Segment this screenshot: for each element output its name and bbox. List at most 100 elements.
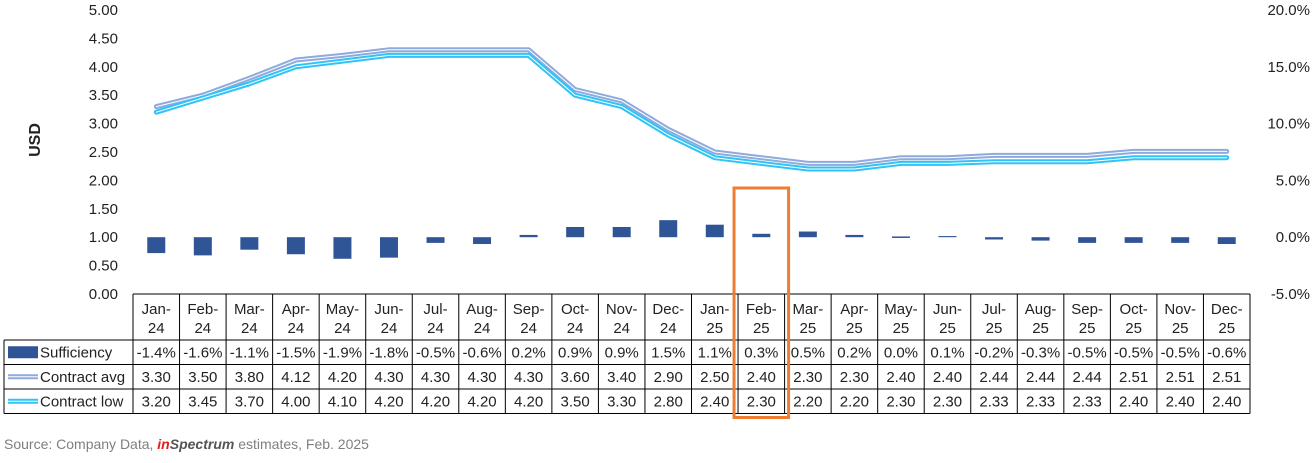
x-tick-label: Jun- bbox=[374, 301, 403, 318]
sufficiency-bar bbox=[938, 236, 957, 238]
table-value: 2.40 bbox=[886, 369, 915, 386]
sufficiency-bar bbox=[1217, 237, 1236, 245]
table-value: 0.1% bbox=[930, 344, 964, 361]
table-value: 2.33 bbox=[979, 393, 1008, 410]
table-value: 0.9% bbox=[605, 344, 639, 361]
table-value: 3.50 bbox=[561, 393, 590, 410]
y2-tick-label: 15.0% bbox=[1267, 59, 1310, 76]
x-tick-label: 24 bbox=[567, 320, 584, 337]
table-value: -0.6% bbox=[1207, 344, 1246, 361]
x-tick-label: Oct- bbox=[561, 301, 589, 318]
sufficiency-bar bbox=[659, 220, 678, 238]
table-value: -0.3% bbox=[1021, 344, 1060, 361]
table-value: -1.4% bbox=[137, 344, 176, 361]
sufficiency-bar bbox=[705, 224, 724, 238]
table-value: 2.40 bbox=[700, 393, 729, 410]
table-value: 2.50 bbox=[700, 369, 729, 386]
table-value: 2.20 bbox=[793, 393, 822, 410]
sufficiency-bar bbox=[1124, 237, 1143, 243]
x-tick-label: 24 bbox=[520, 320, 537, 337]
y-tick-label: 3.50 bbox=[89, 87, 118, 104]
x-tick-label: 25 bbox=[1172, 320, 1189, 337]
table-value: 2.30 bbox=[840, 369, 869, 386]
sufficiency-bar bbox=[1031, 237, 1050, 241]
table-value: 2.30 bbox=[793, 369, 822, 386]
table-value: 2.51 bbox=[1166, 369, 1195, 386]
table-value: 2.44 bbox=[979, 369, 1008, 386]
x-tick-label: 25 bbox=[893, 320, 910, 337]
x-tick-label: 24 bbox=[334, 320, 351, 337]
x-tick-label: Nov- bbox=[606, 301, 638, 318]
x-tick-label: 25 bbox=[939, 320, 956, 337]
table-value: 2.33 bbox=[1026, 393, 1055, 410]
table-value: 4.20 bbox=[374, 393, 403, 410]
table-value: 2.30 bbox=[747, 393, 776, 410]
x-tick-label: Oct- bbox=[1119, 301, 1147, 318]
x-tick-label: 25 bbox=[1032, 320, 1049, 337]
x-tick-label: 25 bbox=[1125, 320, 1142, 337]
sufficiency-bar bbox=[1078, 237, 1097, 243]
y-tick-label: 1.50 bbox=[89, 201, 118, 218]
x-tick-label: 24 bbox=[613, 320, 630, 337]
x-tick-label: Feb- bbox=[187, 301, 218, 318]
table-value: 3.50 bbox=[188, 369, 217, 386]
table-value: 4.20 bbox=[467, 393, 496, 410]
table-value: -0.5% bbox=[416, 344, 455, 361]
table-value: -0.5% bbox=[1161, 344, 1200, 361]
table-value: 4.30 bbox=[421, 369, 450, 386]
table-value: -1.5% bbox=[276, 344, 315, 361]
table-value: 4.12 bbox=[281, 369, 310, 386]
sufficiency-bar bbox=[891, 236, 910, 238]
highlight-box bbox=[732, 186, 791, 419]
x-tick-label: 25 bbox=[846, 320, 863, 337]
sufficiency-bar bbox=[147, 237, 166, 254]
table-value: 0.5% bbox=[791, 344, 825, 361]
table-value: -0.5% bbox=[1068, 344, 1107, 361]
table-value: -0.2% bbox=[974, 344, 1013, 361]
x-tick-label: Apr- bbox=[840, 301, 868, 318]
x-tick-label: 25 bbox=[1218, 320, 1235, 337]
table-value: -1.1% bbox=[230, 344, 269, 361]
y-tick-label: 2.00 bbox=[89, 172, 118, 189]
x-tick-label: 25 bbox=[1079, 320, 1096, 337]
table-value: 2.33 bbox=[1073, 393, 1102, 410]
table-value: 2.51 bbox=[1119, 369, 1148, 386]
brand-spectrum: Spectrum bbox=[169, 436, 235, 452]
table-value: 3.60 bbox=[561, 369, 590, 386]
y-tick-label: 0.50 bbox=[89, 258, 118, 275]
y-tick-label: 1.00 bbox=[89, 229, 118, 246]
sufficiency-bar bbox=[1171, 237, 1190, 243]
x-tick-label: Feb- bbox=[746, 301, 777, 318]
source-prefix: Source: Company Data, bbox=[4, 436, 158, 452]
table-value: 1.5% bbox=[651, 344, 685, 361]
table-value: -1.8% bbox=[369, 344, 408, 361]
x-tick-label: Dec- bbox=[1211, 301, 1243, 318]
y2-tick-label: 20.0% bbox=[1267, 2, 1310, 19]
table-value: 4.10 bbox=[328, 393, 357, 410]
x-tick-label: 24 bbox=[241, 320, 258, 337]
x-tick-label: Nov- bbox=[1164, 301, 1196, 318]
table-value: -1.6% bbox=[183, 344, 222, 361]
sufficiency-bar bbox=[473, 237, 492, 245]
table-value: 3.45 bbox=[188, 393, 217, 410]
sufficiency-bar bbox=[985, 237, 1004, 240]
table-value: 0.0% bbox=[884, 344, 918, 361]
y-tick-label: 3.00 bbox=[89, 116, 118, 133]
sufficiency-bar bbox=[612, 226, 631, 238]
sufficiency-bar bbox=[379, 237, 398, 258]
table-value: 3.70 bbox=[235, 393, 264, 410]
sufficiency-bar bbox=[519, 234, 538, 238]
x-tick-label: Jun- bbox=[933, 301, 962, 318]
x-tick-label: 25 bbox=[753, 320, 770, 337]
x-tick-label: May- bbox=[884, 301, 917, 318]
y-tick-label: 5.00 bbox=[89, 2, 118, 19]
table-value: 2.30 bbox=[933, 393, 962, 410]
table-value: 2.51 bbox=[1212, 369, 1241, 386]
x-tick-label: Apr- bbox=[282, 301, 310, 318]
table-value: 4.20 bbox=[421, 393, 450, 410]
table-value: 0.2% bbox=[837, 344, 871, 361]
table-value: 0.3% bbox=[744, 344, 778, 361]
sufficiency-bar bbox=[752, 233, 771, 238]
y-tick-label: 0.00 bbox=[89, 286, 118, 303]
